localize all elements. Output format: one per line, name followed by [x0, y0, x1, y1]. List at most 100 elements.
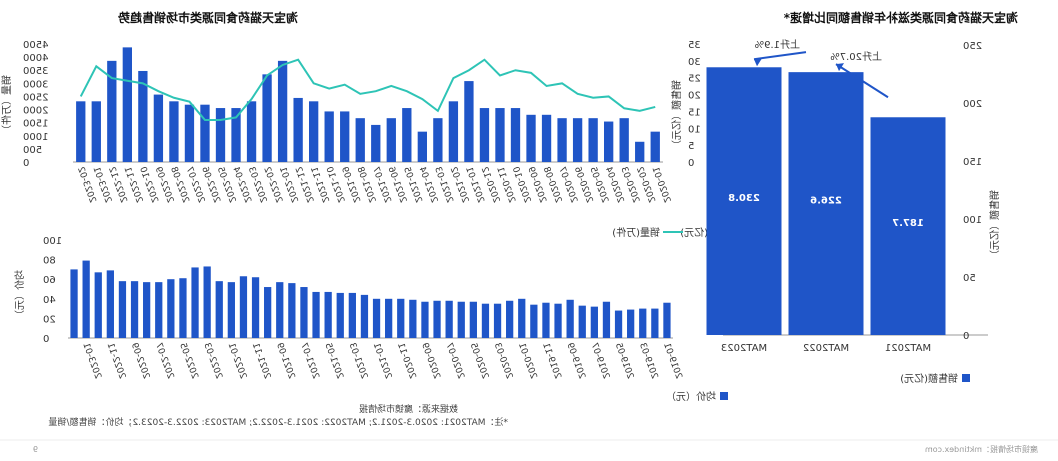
- bottom-x-tick-label: 2020-11: [395, 342, 417, 381]
- left-y-tick-label: 150: [963, 157, 982, 168]
- top-bar: [231, 108, 241, 162]
- bottom-bar: [118, 281, 127, 338]
- top-bar: [526, 114, 536, 162]
- bottom-bar: [94, 272, 102, 338]
- left-bar: [870, 117, 946, 335]
- left-category-label: MAT2022: [803, 343, 849, 354]
- top-bar: [588, 118, 598, 162]
- bottom-x-tick-label: 2019-11: [540, 342, 562, 381]
- top-left-axis-label: 销量（万件）: [0, 75, 13, 135]
- top-right-axis-label: 销售额（亿元）: [670, 80, 683, 150]
- top-bar: [215, 108, 226, 162]
- bottom-bar: [264, 287, 272, 338]
- bottom-bar: [445, 300, 453, 338]
- top-bar: [448, 101, 459, 162]
- bottom-y-tick-label: 100: [43, 236, 62, 247]
- top-bar: [184, 104, 195, 162]
- left-bar-value-label: 187.7: [892, 218, 924, 229]
- bottom-bar: [82, 260, 90, 338]
- bottom-x-tick-label: 2021-01: [371, 342, 393, 381]
- bottom-x-tick-label: 2019-09: [564, 341, 586, 380]
- bottom-bar: [542, 302, 550, 338]
- top-right-axis-tick: 10: [688, 124, 701, 135]
- bottom-x-tick-label: 2020-09: [419, 341, 441, 380]
- watermark: 魔镜市场情报：mktindex.com: [925, 444, 1038, 454]
- top-left-axis-tick: 500: [23, 145, 42, 156]
- top-bar: [246, 101, 257, 162]
- growth-annotation: 上升20.7%: [830, 51, 882, 63]
- page-number: 9: [33, 445, 38, 454]
- left-y-tick-label: 200: [963, 99, 982, 110]
- bottom-legend-swatch: [720, 392, 728, 400]
- bottom-chart: 020406080100均价（元）2019-012019-032019-0520…: [14, 236, 683, 380]
- top-bar: [386, 118, 396, 162]
- bottom-bar: [433, 300, 441, 338]
- left-bar-value-label: 230.8: [728, 193, 760, 204]
- bottom-bar: [421, 301, 429, 338]
- top-left-axis-tick: 1500: [23, 119, 48, 130]
- bottom-x-tick-label: 2021-05: [322, 342, 344, 381]
- top-bar: [650, 131, 660, 162]
- bottom-bar: [360, 294, 369, 338]
- top-bar: [604, 121, 614, 162]
- bottom-bar: [614, 310, 623, 338]
- bottom-bar: [143, 282, 151, 338]
- bottom-x-tick-label: 2021-11: [250, 342, 272, 381]
- bottom-bar: [191, 267, 199, 338]
- left-y-tick-label: 0: [963, 331, 969, 342]
- bottom-x-tick-label: 2021-07: [298, 342, 320, 381]
- bottom-bar: [457, 301, 465, 338]
- bottom-bar: [639, 308, 647, 338]
- bottom-bar: [300, 287, 308, 338]
- top-right-axis-tick: 25: [688, 74, 701, 85]
- top-right-axis-tick: 20: [688, 91, 701, 102]
- bottom-bar: [651, 308, 659, 338]
- bottom-y-tick-label: 60: [43, 275, 56, 286]
- bottom-x-tick-label: 2022-09: [129, 341, 151, 380]
- top-left-axis-tick: 2000: [23, 106, 48, 117]
- bottom-bar: [385, 298, 393, 338]
- top-bar: [277, 60, 288, 162]
- bottom-x-tick-label: 2021-09: [274, 341, 296, 380]
- left-chart: 0 50 100 150 200 250 销售额（亿元） 187.7 MAT2021 226.6 M…: [706, 39, 1001, 354]
- bottom-bar: [397, 298, 405, 338]
- top-bar: [433, 118, 443, 162]
- bottom-y-tick-label: 40: [43, 295, 56, 306]
- bottom-bar: [106, 270, 114, 338]
- bottom-y-axis-label: 均价（元）: [14, 270, 26, 320]
- bottom-bar: [554, 303, 562, 338]
- bottom-bar: [578, 305, 586, 338]
- bottom-bar: [336, 292, 344, 338]
- bottom-x-tick-label: 2019-05: [613, 342, 635, 381]
- top-bar: [619, 118, 629, 162]
- bottom-bar: [167, 279, 175, 338]
- top-bar: [309, 101, 319, 162]
- top-bar: [402, 108, 412, 162]
- top-bar: [340, 111, 350, 162]
- bottom-bar: [251, 277, 260, 338]
- bottom-x-tick-label: 2020-07: [443, 342, 465, 381]
- bottom-legend-label: 均价（元）: [666, 391, 716, 403]
- top-bar: [557, 118, 567, 162]
- bottom-bar: [409, 299, 417, 338]
- top-left-axis-tick: 2500: [23, 92, 48, 103]
- top-left-axis-tick: 1000: [23, 132, 48, 143]
- left-bar: [788, 72, 864, 336]
- top-bar: [572, 118, 583, 162]
- top-right-axis-tick: 35: [688, 40, 701, 51]
- top-bar: [417, 131, 427, 162]
- top-legend-line-label: 销量(万件): [612, 226, 660, 239]
- bottom-x-tick-label: 2023-01: [80, 342, 102, 381]
- left-y-tick-label: 250: [963, 41, 982, 52]
- left-chart-legend: 销售额(亿元): [900, 372, 958, 385]
- top-bar: [293, 97, 303, 162]
- bottom-bar: [663, 302, 671, 338]
- left-y-axis-label: 销售额（亿元）: [988, 190, 1001, 260]
- top-bar: [371, 124, 381, 162]
- bottom-bar: [239, 276, 248, 338]
- growth-arrow: [753, 51, 807, 61]
- bottom-bar: [203, 266, 211, 338]
- top-bar: [107, 60, 117, 162]
